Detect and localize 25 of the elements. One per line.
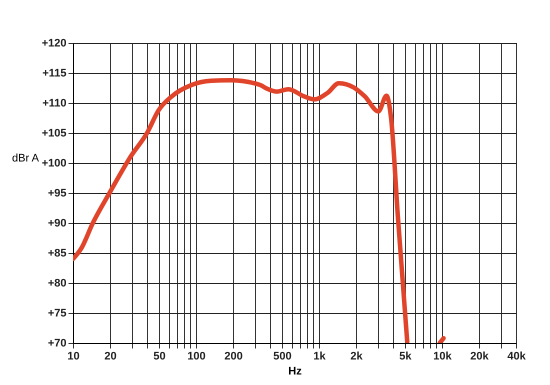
y-tick-label: +90 [48, 218, 66, 230]
y-tick-label: +85 [48, 248, 66, 260]
y-tick-label: +95 [48, 188, 66, 200]
x-tick-label: 10 [67, 350, 80, 362]
x-tick-label: 1k [313, 350, 326, 362]
x-tick-label: 200 [224, 350, 243, 362]
y-tick-label: +75 [48, 308, 66, 320]
x-tick-label: 100 [187, 350, 206, 362]
x-tick-label: 40k [507, 350, 527, 362]
x-tick-label: 10k [433, 350, 453, 362]
y-tick-label: +70 [48, 338, 66, 350]
y-tick-label: +110 [42, 98, 66, 110]
y-tick-label: +115 [42, 68, 66, 80]
y-tick-label: +80 [48, 278, 66, 290]
x-tick-label: 50 [153, 350, 166, 362]
y-tick-label: +105 [42, 128, 66, 140]
x-axis-title: Hz [288, 366, 302, 378]
x-tick-label: 2k [350, 350, 364, 362]
y-tick-label: +100 [42, 158, 66, 170]
x-tick-label: 20k [470, 350, 490, 362]
x-tick-label: 20 [104, 350, 117, 362]
y-axis-title: dBr A [12, 152, 40, 164]
x-tick-label: 500 [273, 350, 292, 362]
x-tick-label: 5k [399, 350, 412, 362]
y-tick-label: +120 [42, 38, 66, 50]
